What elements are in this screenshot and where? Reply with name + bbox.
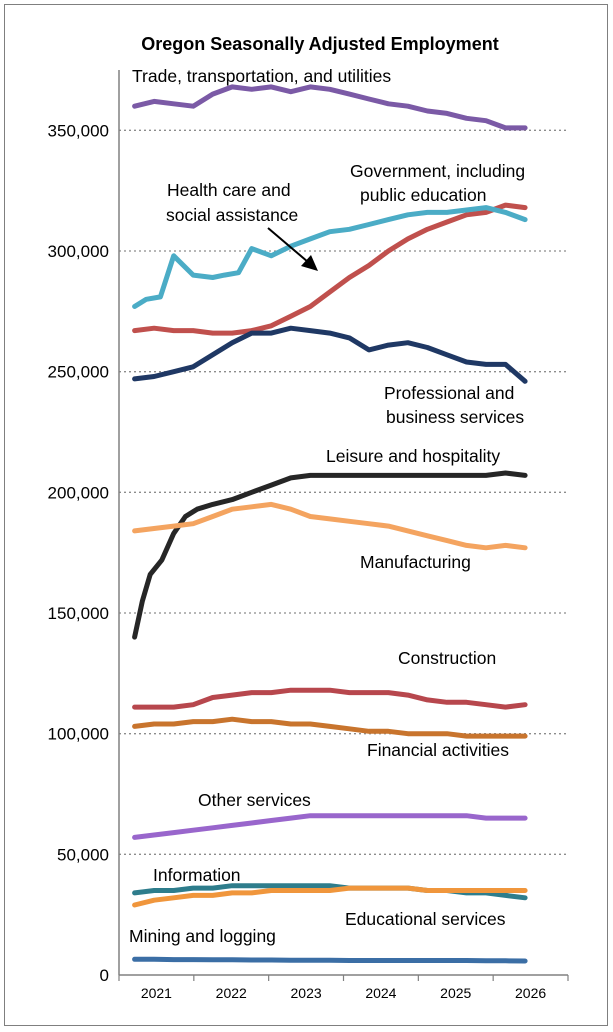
series-label: Financial activities — [367, 740, 509, 760]
series-label: business services — [386, 407, 524, 427]
y-tick-label: 300,000 — [48, 242, 109, 261]
x-tick-labels: 2021 2022 2023 2024 2025 2026 — [118, 975, 569, 1001]
chart-frame — [4, 4, 608, 1026]
series-label: Trade, transportation, and utilities — [132, 66, 391, 86]
series-line — [132, 687, 528, 710]
y-tick-label: 150,000 — [48, 604, 109, 623]
series-label: Manufacturing — [360, 552, 471, 572]
y-tick-label: 200,000 — [48, 483, 109, 502]
series-lines — [132, 84, 528, 964]
annotation-arrow — [267, 227, 309, 263]
y-tick-label: 0 — [100, 966, 109, 985]
series-label: Health care and — [167, 180, 291, 200]
series-line — [132, 325, 528, 384]
series-labels: Trade, transportation, and utilities Gove… — [129, 66, 525, 946]
series-label: Leisure and hospitality — [326, 446, 500, 466]
series-label: Construction — [398, 648, 496, 668]
y-tick-label: 350,000 — [48, 121, 109, 140]
x-tick-label: 2023 — [291, 985, 322, 1001]
series-label: Mining and logging — [129, 926, 276, 946]
series-line — [132, 885, 528, 908]
series-line — [132, 84, 528, 131]
series-label: Information — [153, 865, 241, 885]
series-line — [132, 813, 528, 840]
annotation-arrowhead — [301, 255, 318, 271]
y-tick-label: 250,000 — [48, 363, 109, 382]
series-label: public education — [360, 185, 486, 205]
x-tick-label: 2024 — [365, 985, 396, 1001]
x-tick-label: 2026 — [515, 985, 546, 1001]
y-tick-labels: 0 50,000 100,000 150,000 200,000 250,000 300,0… — [48, 121, 109, 985]
series-label: Professional and — [384, 383, 514, 403]
series-line — [132, 956, 528, 964]
series-label: Other services — [198, 790, 311, 810]
x-tick-label: 2025 — [440, 985, 471, 1001]
x-tick-label: 2021 — [141, 985, 172, 1001]
y-tick-label: 50,000 — [57, 845, 109, 864]
y-tick-label: 100,000 — [48, 725, 109, 744]
series-line — [132, 716, 528, 739]
series-line — [132, 470, 528, 640]
series-line — [132, 205, 528, 309]
series-label: Government, including — [350, 161, 525, 181]
series-line — [132, 501, 528, 551]
series-label: social assistance — [166, 205, 298, 225]
x-tick-label: 2022 — [216, 985, 247, 1001]
chart-title: Oregon Seasonally Adjusted Employment — [141, 34, 498, 54]
series-label: Educational services — [345, 909, 506, 929]
series-line — [132, 202, 528, 336]
